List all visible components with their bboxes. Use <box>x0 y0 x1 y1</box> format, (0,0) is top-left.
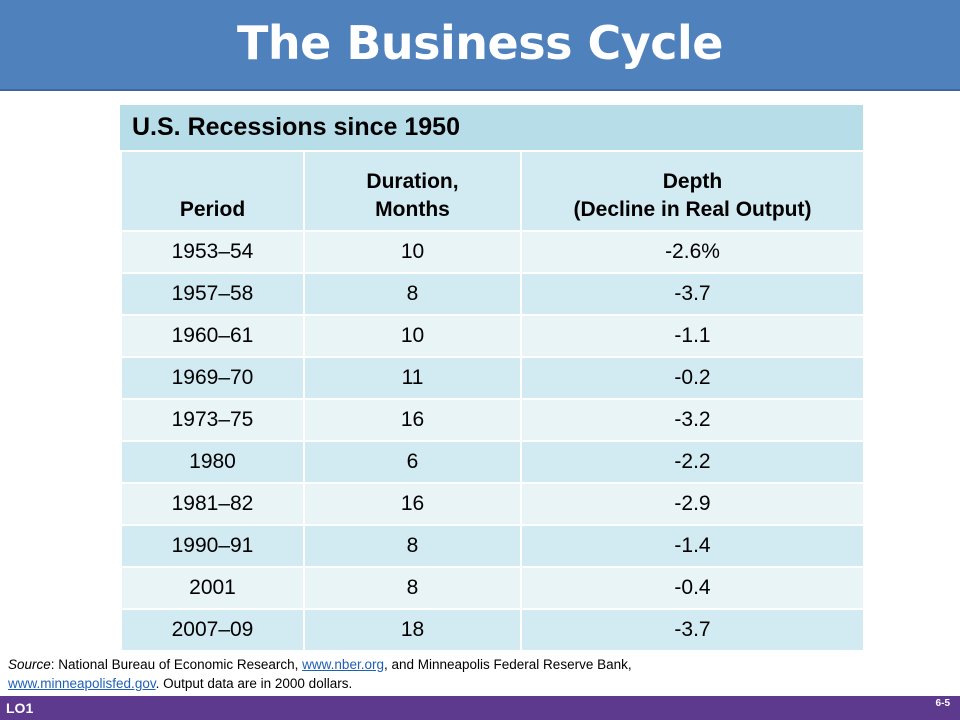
source-text-3: . Output data are in 2000 dollars. <box>155 676 353 691</box>
cell-duration: 6 <box>303 440 522 484</box>
header-duration: Duration, Months <box>303 150 522 232</box>
table-row: 1953–54 10 -2.6% <box>120 230 865 274</box>
table-row: 2007–09 18 -3.7 <box>120 608 865 652</box>
table-row: 1969–70 11 -0.2 <box>120 356 865 400</box>
table-body: 1953–54 10 -2.6% 1957–58 8 -3.7 1960–61 10 -1.1 1… <box>120 230 865 652</box>
cell-depth: -0.2 <box>520 356 865 400</box>
table-row: 1973–75 16 -3.2 <box>120 398 865 442</box>
cell-duration: 11 <box>303 356 522 400</box>
cell-depth: -2.6% <box>520 230 865 274</box>
table-row: 1957–58 8 -3.7 <box>120 272 865 316</box>
cell-depth: -0.4 <box>520 566 865 610</box>
cell-depth: -3.7 <box>520 272 865 316</box>
cell-period: 2001 <box>120 566 305 610</box>
table-caption: U.S. Recessions since 1950 <box>120 105 863 150</box>
header-depth-line1: Depth <box>662 170 723 193</box>
cell-depth: -1.4 <box>520 524 865 568</box>
cell-depth: -2.9 <box>520 482 865 526</box>
nber-link[interactable]: www.nber.org <box>302 657 384 672</box>
cell-depth: -1.1 <box>520 314 865 358</box>
cell-duration: 16 <box>303 482 522 526</box>
cell-depth: -3.7 <box>520 608 865 652</box>
header-period-label: Period <box>179 198 246 221</box>
header-depth: Depth (Decline in Real Output) <box>520 150 865 232</box>
cell-duration: 8 <box>303 272 522 316</box>
source-label: Source <box>8 657 51 672</box>
recessions-table-container: U.S. Recessions since 1950 Period Durati… <box>120 105 865 652</box>
cell-period: 1980 <box>120 440 305 484</box>
source-note: Source: National Bureau of Economic Rese… <box>8 655 948 693</box>
table-row: 2001 8 -0.4 <box>120 566 865 610</box>
cell-period: 1960–61 <box>120 314 305 358</box>
learning-objective-label: LO1 <box>6 700 34 716</box>
cell-period: 2007–09 <box>120 608 305 652</box>
slide-title: The Business Cycle <box>237 15 724 70</box>
header-duration-line2: Months <box>375 198 450 221</box>
cell-period: 1957–58 <box>120 272 305 316</box>
header-duration-line1: Duration, <box>366 170 459 193</box>
table-row: 1981–82 16 -2.9 <box>120 482 865 526</box>
cell-duration: 8 <box>303 524 522 568</box>
footer-bar: LO1 6-5 <box>0 696 960 720</box>
table-row: 1960–61 10 -1.1 <box>120 314 865 358</box>
cell-duration: 18 <box>303 608 522 652</box>
cell-duration: 10 <box>303 230 522 274</box>
table-row: 1990–91 8 -1.4 <box>120 524 865 568</box>
cell-period: 1953–54 <box>120 230 305 274</box>
table-header-row: Period Duration, Months Depth (Decline i… <box>120 150 865 232</box>
cell-period: 1981–82 <box>120 482 305 526</box>
table-row: 1980 6 -2.2 <box>120 440 865 484</box>
header-period: Period <box>120 150 305 232</box>
cell-depth: -3.2 <box>520 398 865 442</box>
cell-period: 1973–75 <box>120 398 305 442</box>
recessions-table: Period Duration, Months Depth (Decline i… <box>120 150 865 652</box>
page-number: 6-5 <box>935 698 950 709</box>
source-text-1: : National Bureau of Economic Research, <box>50 657 303 672</box>
cell-duration: 10 <box>303 314 522 358</box>
cell-period: 1969–70 <box>120 356 305 400</box>
cell-duration: 8 <box>303 566 522 610</box>
minneapolisfed-link[interactable]: www.minneapolisfed.gov <box>8 676 156 691</box>
header-depth-line2: (Decline in Real Output) <box>573 198 812 221</box>
cell-period: 1990–91 <box>120 524 305 568</box>
title-bar: The Business Cycle <box>0 0 960 91</box>
cell-depth: -2.2 <box>520 440 865 484</box>
cell-duration: 16 <box>303 398 522 442</box>
source-text-2: , and Minneapolis Federal Reserve Bank, <box>383 657 632 672</box>
